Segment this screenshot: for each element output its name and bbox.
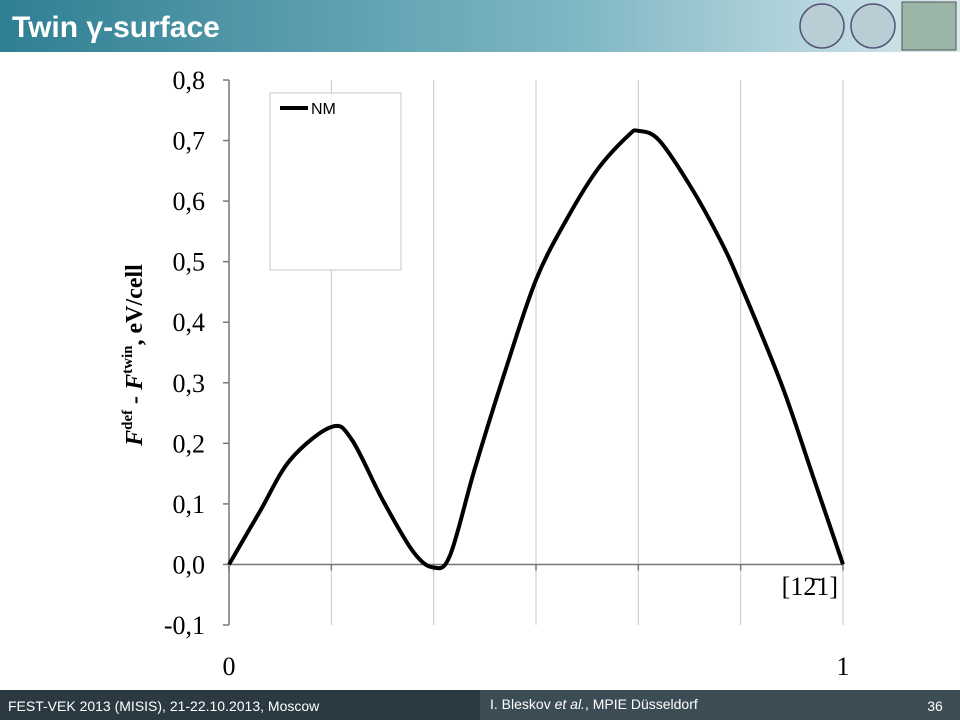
legend-label: NM	[311, 101, 336, 118]
ylabel-sup: def	[120, 409, 136, 430]
y-tick-label: 0,7	[173, 127, 206, 156]
y-tick-label: 0,0	[173, 550, 206, 579]
y-tick-label: 0,5	[173, 248, 206, 277]
x-tick-label: 0	[223, 652, 236, 681]
footer-right	[480, 690, 960, 720]
logos	[799, 1, 957, 51]
x-tick-label: 1	[837, 652, 850, 681]
footer-author: I. Bleskov et al., MPIE Düsseldorf	[490, 696, 698, 712]
y-axis-label: Fdef - Ftwin, eV/cell	[120, 264, 148, 447]
author-etal: et al.	[555, 696, 585, 712]
slide-title: Twin γ-surface	[12, 11, 220, 44]
ylabel-part: F	[122, 430, 148, 447]
ylabel-part: - F	[122, 374, 148, 410]
y-tick-label: 0,4	[173, 308, 206, 337]
y-tick-label: 0,1	[173, 490, 206, 519]
footer-event: FEST-VEK 2013 (MISIS), 21-22.10.2013, Mo…	[8, 698, 320, 714]
y-tick-label: 0,8	[173, 66, 206, 95]
y-tick-label: 0,2	[173, 429, 206, 458]
footer-left	[0, 690, 480, 720]
direction-annotation: [12̄1]	[782, 572, 838, 601]
ylabel-sup: twin	[120, 345, 136, 374]
line-series	[227, 128, 845, 571]
y-tick-label: 0,3	[173, 369, 206, 398]
page-number: 36	[927, 698, 943, 714]
ylabel-part: , eV/cell	[122, 264, 148, 346]
y-tick-label: -0,1	[164, 611, 205, 640]
legend-box	[269, 92, 402, 271]
author-name: I. Bleskov	[490, 696, 555, 712]
y-tick-label: 0,6	[173, 187, 206, 216]
author-inst: , MPIE Düsseldorf	[585, 696, 698, 712]
